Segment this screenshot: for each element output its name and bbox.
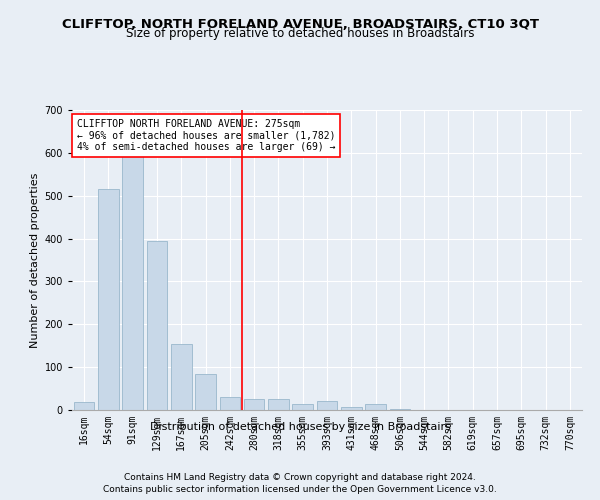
Text: Contains public sector information licensed under the Open Government Licence v3: Contains public sector information licen… xyxy=(103,485,497,494)
Bar xyxy=(220,397,240,410)
Text: CLIFFTOP, NORTH FORELAND AVENUE, BROADSTAIRS, CT10 3QT: CLIFFTOP, NORTH FORELAND AVENUE, BROADST… xyxy=(62,18,539,30)
Bar xyxy=(268,400,289,410)
Text: Distribution of detached houses by size in Broadstairs: Distribution of detached houses by size … xyxy=(149,422,451,432)
Text: Size of property relative to detached houses in Broadstairs: Size of property relative to detached ho… xyxy=(126,28,474,40)
Bar xyxy=(195,374,216,410)
Text: CLIFFTOP NORTH FORELAND AVENUE: 275sqm
← 96% of detached houses are smaller (1,7: CLIFFTOP NORTH FORELAND AVENUE: 275sqm ←… xyxy=(77,119,335,152)
Bar xyxy=(98,190,119,410)
Bar xyxy=(365,404,386,410)
Bar xyxy=(122,153,143,410)
Bar xyxy=(389,409,410,410)
Bar xyxy=(146,240,167,410)
Y-axis label: Number of detached properties: Number of detached properties xyxy=(31,172,40,348)
Bar xyxy=(171,344,191,410)
Bar xyxy=(341,406,362,410)
Bar xyxy=(292,404,313,410)
Text: Contains HM Land Registry data © Crown copyright and database right 2024.: Contains HM Land Registry data © Crown c… xyxy=(124,472,476,482)
Bar xyxy=(317,402,337,410)
Bar xyxy=(74,402,94,410)
Bar xyxy=(244,400,265,410)
